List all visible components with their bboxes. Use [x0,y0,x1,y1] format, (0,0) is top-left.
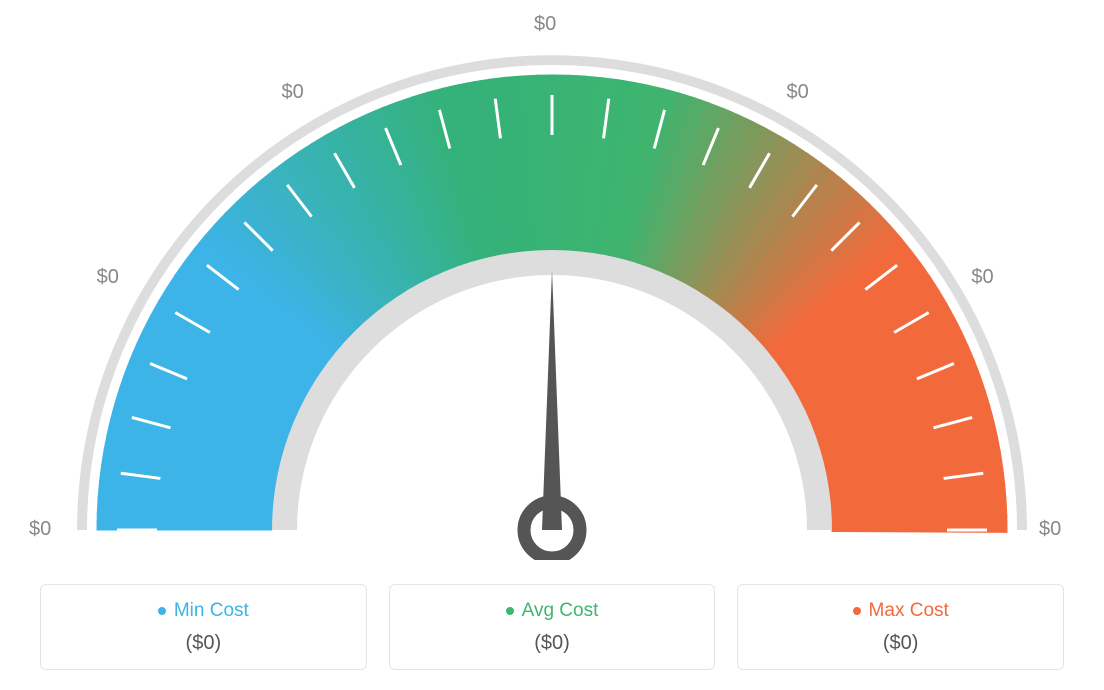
legend-row: Min Cost ($0) Avg Cost ($0) Max Cost ($0… [40,584,1064,670]
legend-value-min-real: ($0) [53,632,354,655]
legend-card-max: Max Cost ($0) [737,584,1064,670]
dial-tick-label: $0 [787,81,809,104]
dial-tick-label: $0 [282,81,304,104]
legend-value-max: ($0) [750,632,1051,655]
legend-dot-min [158,607,166,615]
legend-title-max: Max Cost [853,601,949,620]
legend-label-avg: Avg Cost [522,601,599,620]
gauge-svg [0,0,1104,560]
legend-title-min: Min Cost [158,601,249,620]
legend-value-avg: ($0) [402,632,703,655]
dial-tick-label: $0 [29,518,51,541]
legend-title-avg: Avg Cost [506,601,599,620]
legend-dot-max [853,607,861,615]
dial-tick-label: $0 [97,266,119,289]
legend-card-avg: Avg Cost ($0) [389,584,716,670]
legend-label-max: Max Cost [869,601,949,620]
dial-tick-label: $0 [971,266,993,289]
dial-tick-label: $0 [534,13,556,36]
dial-tick-label: $0 [1039,518,1061,541]
legend-label-min: Min Cost [174,601,249,620]
gauge-area [0,0,1104,560]
chart-container: $0 $0 $0 $0 $0 $0 $0 Min Cost ($0) Avg Cost ($… [0,0,1104,690]
legend-dot-avg [506,607,514,615]
legend-card-min: Min Cost ($0) [40,584,367,670]
